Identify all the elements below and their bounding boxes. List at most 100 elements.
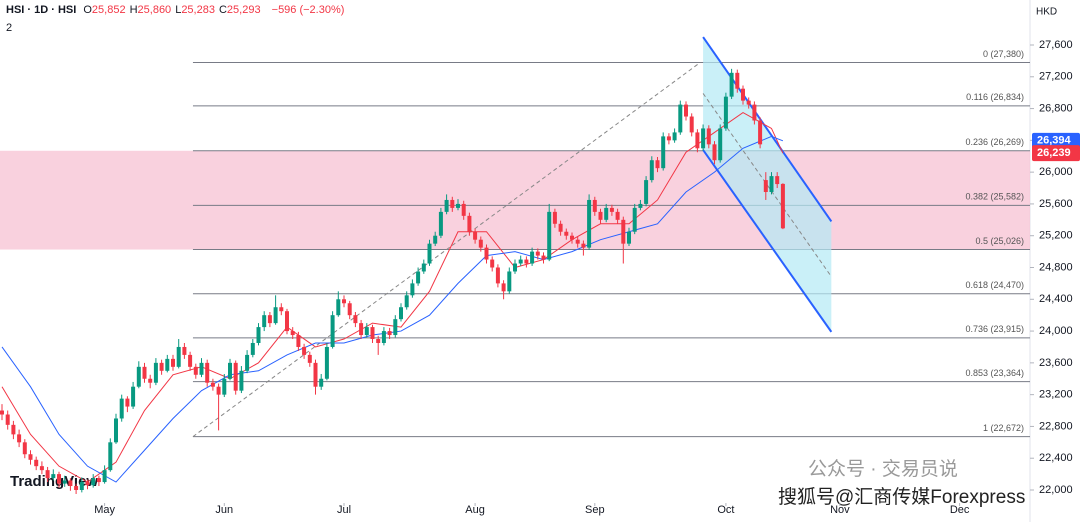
candle-body <box>564 231 569 236</box>
candle-body <box>552 211 557 224</box>
candle-body <box>125 398 130 407</box>
price-tag <box>1032 145 1080 162</box>
candle-body <box>188 354 193 367</box>
candle-body <box>0 410 4 415</box>
candle-body <box>570 235 574 240</box>
candle-body <box>518 259 523 264</box>
candle-body <box>752 104 757 121</box>
candle-body <box>541 255 546 260</box>
candle-body <box>51 474 56 479</box>
candle-body <box>74 486 79 490</box>
ohlc-items: O25,852 H25,860 L25,283 C25,293 <box>83 4 264 16</box>
ohlc-value: 25,860 <box>137 4 172 16</box>
candle-body <box>678 104 683 133</box>
ohlc-value: 25,852 <box>91 4 126 16</box>
ohlc-key: O <box>83 4 92 16</box>
moving-average <box>1 135 784 483</box>
candle-body <box>655 160 660 169</box>
fib-label: 0.382 (25,582) <box>965 192 1024 202</box>
candle-body <box>524 259 529 264</box>
candle-body <box>370 327 375 340</box>
header: HSI · 1D · HSI O25,852 H25,860 L25,283 C25,… <box>6 4 348 34</box>
overlay-text: 公众号 · 交易员说 <box>808 458 958 480</box>
candle-body <box>438 211 443 236</box>
candle-body <box>763 180 768 193</box>
y-tick-label: 23,200 <box>1039 389 1073 401</box>
candle-body <box>376 339 381 343</box>
y-tick-label: 25,200 <box>1039 230 1073 242</box>
currency: HKD <box>1036 7 1057 18</box>
candle-body <box>649 160 654 181</box>
y-tick-label: 26,800 <box>1039 102 1073 114</box>
candle-body <box>159 362 164 371</box>
x-tick-label: Nov <box>830 504 850 516</box>
candle-body <box>456 203 460 208</box>
candle-body <box>695 132 700 149</box>
candle-body <box>410 283 415 296</box>
candle-body <box>661 136 666 169</box>
candle-body <box>290 331 295 336</box>
x-tick-label: May <box>94 504 115 516</box>
candle-body <box>153 362 158 383</box>
candle-body <box>780 183 785 229</box>
candle-body <box>62 480 67 484</box>
ohlc-key: L <box>175 4 182 16</box>
x-tick-label: Sep <box>585 504 605 516</box>
candle-body <box>444 199 449 212</box>
candle-body <box>638 203 643 208</box>
x-tick-label: Jul <box>337 504 351 516</box>
candle-body <box>119 398 124 419</box>
candle-body <box>644 180 649 204</box>
candle-body <box>193 366 198 375</box>
candle-body <box>142 366 147 379</box>
candle-body <box>182 346 187 355</box>
x-tick-label: Jun <box>215 504 233 516</box>
change: −596 (−2.30%) <box>271 4 345 16</box>
candle-body <box>746 100 751 105</box>
candle-body <box>421 263 426 272</box>
candle-body <box>216 386 221 395</box>
candle-body <box>302 346 307 355</box>
zone <box>0 150 1030 250</box>
candle-body <box>627 231 631 244</box>
candle-body <box>461 203 466 216</box>
channel-line <box>702 149 833 333</box>
candle-body <box>353 315 358 324</box>
fib-label: 1 (22,672) <box>983 423 1024 433</box>
candle-body <box>478 239 483 248</box>
candle-body <box>735 72 740 89</box>
channel-line <box>702 36 833 222</box>
candle-body <box>165 358 170 371</box>
candle-body <box>336 299 341 316</box>
fib-label: 0 (27,380) <box>983 49 1024 59</box>
candle-body <box>501 283 506 292</box>
candle-body <box>701 128 706 149</box>
y-tick-label: 23,600 <box>1039 357 1073 369</box>
y-tick-label: 22,800 <box>1039 420 1073 432</box>
y-tick-label: 22,400 <box>1039 452 1073 464</box>
indicator-count[interactable]: 2 <box>6 22 13 34</box>
candle-body <box>575 239 580 244</box>
candle-body <box>210 382 215 387</box>
fib-label: 0.618 (24,470) <box>965 280 1024 290</box>
candle-body <box>530 251 535 264</box>
y-tick-label: 26,000 <box>1039 166 1073 178</box>
candle-body <box>427 243 432 264</box>
candle-body <box>342 299 346 304</box>
candle-body <box>199 362 204 375</box>
candle-body <box>233 362 238 391</box>
ohlc-value: 25,293 <box>226 4 261 16</box>
candle-body <box>672 132 677 141</box>
candle-body <box>108 442 113 471</box>
candle-body <box>495 267 500 284</box>
moving-average <box>1 111 784 483</box>
y-tick-label: 25,600 <box>1039 198 1073 210</box>
candle-body <box>148 378 153 383</box>
candle-body <box>723 96 728 129</box>
ohlc-value: 25,283 <box>181 4 215 16</box>
candle-body <box>11 424 16 435</box>
candle-body <box>387 331 392 336</box>
candle-body <box>39 466 44 471</box>
candle-body <box>279 307 284 312</box>
candle-body <box>45 470 50 479</box>
